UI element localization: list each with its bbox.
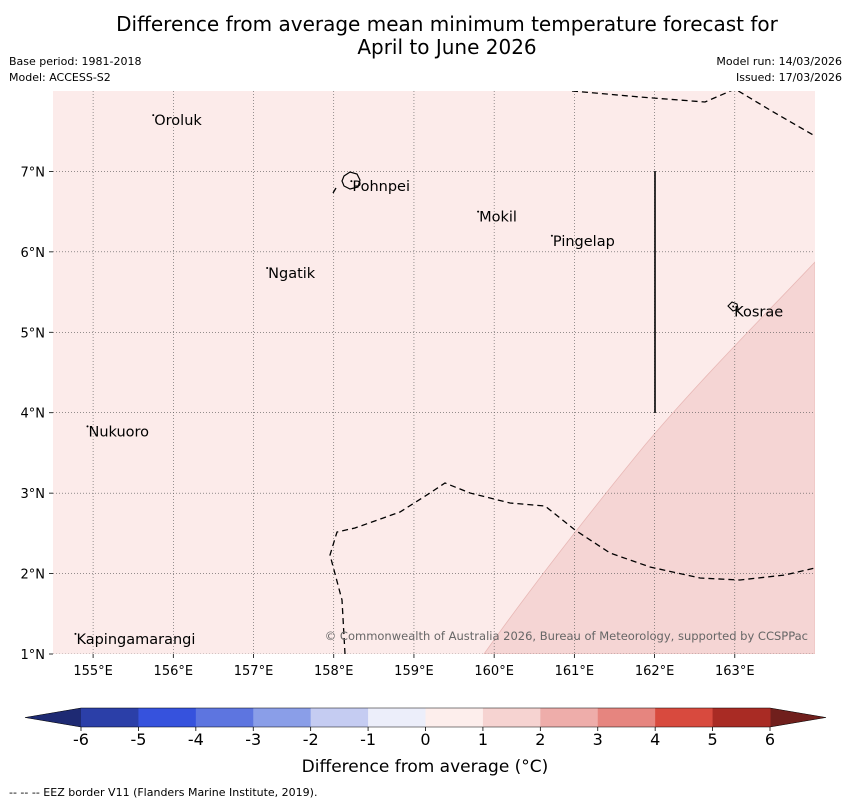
eez-border-fragment: [332, 187, 337, 194]
lon-tick-label: 159°E: [394, 664, 434, 679]
place-marker: [152, 114, 155, 117]
issued-text: Issued: 17/03/2026: [735, 71, 842, 84]
lon-tick-label: 155°E: [73, 664, 113, 679]
colorbar-tick-label: 2: [535, 730, 545, 749]
colorbar-tick-label: -2: [303, 730, 319, 749]
colorbar-segment: [425, 708, 484, 727]
colorbar-label: Difference from average (°C): [301, 757, 549, 777]
place-label: Pingelap: [553, 234, 615, 250]
place-label: Nukuoro: [88, 424, 149, 440]
meta-right: Model run: 14/03/2026 Issued: 17/03/2026: [716, 54, 842, 86]
lat-tick-label: 3°N: [21, 487, 46, 502]
colorbar-segment: [195, 708, 254, 727]
colorbar-under-arrow: [25, 708, 81, 727]
place-label: Kosrae: [734, 305, 783, 321]
lat-tick-label: 4°N: [21, 407, 46, 422]
place-label: Pohnpei: [352, 179, 410, 195]
place-marker: [350, 180, 353, 183]
colorbar-tick-label: 6: [765, 730, 775, 749]
colorbar-tick-label: 3: [593, 730, 603, 749]
lon-tick-label: 163°E: [715, 664, 755, 679]
longitude-ticks: 155°E 156°E 157°E 158°E 159°E 160°E 161°E 162°E…: [73, 654, 755, 679]
place-marker: [732, 305, 735, 308]
lat-tick-label: 6°N: [21, 246, 46, 261]
lat-tick-label: 7°N: [21, 165, 46, 180]
lon-tick-label: 156°E: [154, 664, 194, 679]
colorbar-over-arrow: [770, 708, 826, 727]
place-marker: [550, 234, 553, 237]
place-marker: [477, 210, 480, 213]
title-line-2: April to June 2026: [357, 35, 537, 59]
eez-source-footer: -- -- -- EEZ border V11 (Flanders Marine…: [9, 786, 318, 799]
colorbar-tick-label: -3: [245, 730, 261, 749]
warm-anomaly-region: [483, 261, 815, 654]
model-text: Model: ACCESS-S2: [9, 71, 111, 84]
place-label: Kapingamarangi: [76, 632, 195, 648]
colorbar-segment: [310, 708, 369, 727]
eez-border-north: [571, 91, 815, 137]
lat-tick-label: 2°N: [21, 568, 46, 583]
latitude-ticks: 7°N 6°N 5°N 4°N 3°N 2°N 1°N: [21, 165, 53, 663]
kosrae-outline: [727, 301, 739, 312]
place-label: Oroluk: [154, 113, 202, 129]
place-marker: [74, 632, 77, 635]
colorbar-segment: [482, 708, 541, 727]
graticule: [53, 91, 815, 654]
meta-left: Base period: 1981-2018 Model: ACCESS-S2: [9, 54, 141, 86]
model-run-text: Model run: 14/03/2026: [716, 55, 842, 68]
lon-tick-label: 160°E: [474, 664, 514, 679]
place-marker: [266, 266, 269, 269]
map-title: Difference from average mean minimum tem…: [0, 13, 850, 59]
eez-border-south: [329, 482, 815, 654]
lat-tick-label: 5°N: [21, 326, 46, 341]
place-labels: Oroluk Pohnpei Mokil Pingelap Ngatik Kosrae Nu…: [74, 113, 783, 648]
lon-tick-label: 162°E: [635, 664, 675, 679]
title-line-1: Difference from average mean minimum tem…: [116, 12, 778, 36]
base-period-text: Base period: 1981-2018: [9, 55, 142, 68]
lat-tick-label: 1°N: [21, 648, 46, 663]
colorbar-segment: [712, 708, 771, 727]
copyright-notice: © Commonwealth of Australia 2026, Bureau…: [325, 629, 808, 643]
colorbar-segment: [597, 708, 656, 727]
colorbar-tick-label: 0: [420, 730, 430, 749]
colorbar-segment: [368, 708, 426, 727]
lon-tick-label: 157°E: [234, 664, 274, 679]
colorbar-tick-label: 5: [707, 730, 717, 749]
colorbar: -6 -5 -4 -3 -2 -1 0 1 2 3 4 5 6: [24, 707, 827, 749]
colorbar-tick-label: -6: [73, 730, 89, 749]
lon-tick-label: 158°E: [314, 664, 354, 679]
place-marker: [86, 425, 89, 428]
colorbar-tick-label: -5: [130, 730, 146, 749]
colorbar-segment: [81, 708, 139, 727]
place-label: Mokil: [479, 210, 517, 226]
place-label: Ngatik: [268, 266, 316, 282]
colorbar-tick-label: 4: [650, 730, 660, 749]
eez-borders: [329, 91, 815, 654]
pohnpei-outline: [341, 171, 361, 190]
colorbar-segment: [540, 708, 599, 727]
colorbar-segment: [138, 708, 197, 727]
colorbar-segment: [253, 708, 312, 727]
colorbar-segment: [655, 708, 714, 727]
colorbar-tick-label: 1: [478, 730, 488, 749]
colorbar-tick-label: -4: [188, 730, 204, 749]
colorbar-tick-label: -1: [360, 730, 376, 749]
lon-tick-label: 161°E: [555, 664, 595, 679]
